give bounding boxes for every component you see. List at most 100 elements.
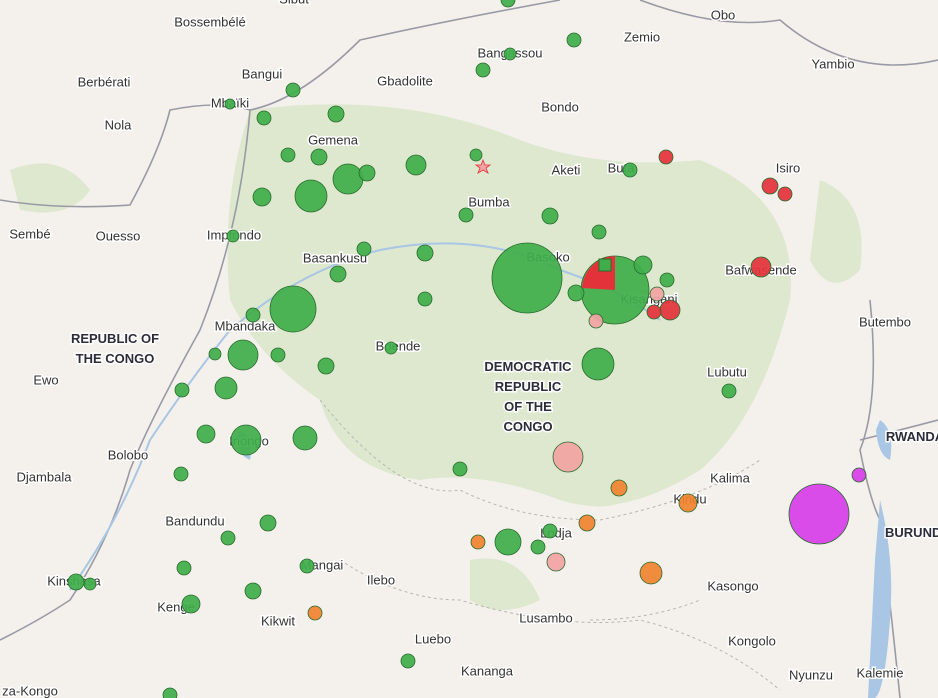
marker [788,483,850,545]
marker [491,242,563,314]
marker [452,461,468,477]
marker [181,594,201,614]
region-label: BURUNDI [885,525,938,540]
place-label: Lubutu [707,364,747,379]
marker [214,376,238,400]
place-label: za-Kongo [2,683,58,698]
marker [327,105,345,123]
marker [470,534,486,550]
marker [761,177,779,195]
marker [541,207,559,225]
place-label: Basankusu [303,250,367,265]
marker [384,341,398,355]
marker [292,425,318,451]
place-label: Luebo [415,631,451,646]
marker [469,148,483,162]
marker [552,441,584,473]
marker [777,186,793,202]
place-label: Berbérati [78,74,131,89]
marker [67,573,85,591]
marker [458,207,474,223]
place-label: Ouesso [96,228,141,243]
marker [174,382,190,398]
place-label: Obo [711,7,736,22]
marker [416,244,434,262]
marker [530,539,546,555]
place-label: Ewo [33,372,58,387]
marker [588,313,604,329]
marker [659,272,675,288]
marker [639,561,663,585]
marker [245,307,261,323]
region-label: DEMOCRATIC [484,359,572,374]
marker-square [598,258,612,272]
marker [658,149,674,165]
marker [220,530,236,546]
marker [405,154,427,176]
marker [173,466,189,482]
place-label: Boende [376,338,421,353]
marker [546,552,566,572]
marker [196,424,216,444]
marker [356,241,372,257]
place-label: Sembé [9,226,50,241]
place-label: Kikwit [261,613,295,628]
place-label: Yambio [811,56,854,71]
place-label: Mbandaka [215,318,276,333]
place-label: Kongolo [728,633,776,648]
place-label: Nola [105,117,133,132]
marker [750,256,772,278]
marker [269,285,317,333]
place-label: Djambala [17,469,73,484]
place-label: Kasongo [707,578,758,593]
place-label: Bangui [242,66,283,81]
marker [230,424,262,456]
marker [208,347,222,361]
marker [678,493,698,513]
marker [578,514,596,532]
marker [259,514,277,532]
marker [294,179,328,213]
place-label: Nyunzu [789,667,833,682]
marker [400,653,416,669]
place-label: Isiro [776,160,801,175]
marker [500,0,516,8]
marker [285,82,301,98]
place-label: Bolobo [108,447,148,462]
marker [83,577,97,591]
marker [633,255,653,275]
marker [332,163,364,195]
place-label: Bossembélé [174,14,246,29]
marker [566,32,582,48]
place-label: Sibut [279,0,309,6]
marker [851,467,867,483]
marker [646,304,662,320]
marker [227,339,259,371]
marker [310,148,328,166]
marker [503,47,517,61]
region-label: THE CONGO [76,351,155,366]
place-label: Kananga [461,663,514,678]
place-label: Bumba [468,194,510,209]
marker [176,560,192,576]
marker [307,605,323,621]
marker [417,291,433,307]
marker [162,687,178,698]
marker [610,479,628,497]
place-label: Gbadolite [377,73,433,88]
marker [494,528,522,556]
marker [542,523,558,539]
place-label: Bandundu [165,513,224,528]
marker-star [474,158,492,174]
marker [270,347,286,363]
marker [329,265,347,283]
marker [358,164,376,182]
place-label: Kalemie [857,665,904,680]
marker [649,286,665,302]
marker [475,62,491,78]
place-label: Zemio [624,29,660,44]
marker [581,347,615,381]
region-label: REPUBLIC [495,379,562,394]
marker [317,357,335,375]
marker [256,110,272,126]
